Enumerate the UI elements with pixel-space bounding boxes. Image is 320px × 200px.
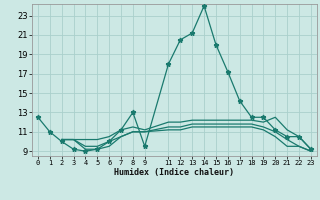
X-axis label: Humidex (Indice chaleur): Humidex (Indice chaleur) (115, 168, 234, 177)
